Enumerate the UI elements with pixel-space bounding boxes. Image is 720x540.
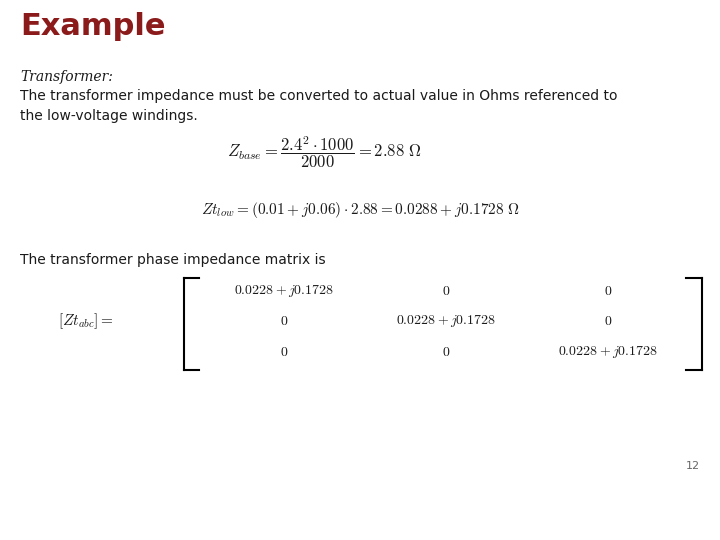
Text: the low-voltage windings.: the low-voltage windings.: [20, 109, 198, 123]
Text: $Z_{base} = \dfrac{2.4^2 \cdot 1000}{2000} = 2.88\ \Omega$: $Z_{base} = \dfrac{2.4^2 \cdot 1000}{200…: [227, 134, 421, 170]
Text: $0$: $0$: [280, 345, 289, 359]
Text: $0.0228 + j0.1728$: $0.0228 + j0.1728$: [397, 313, 496, 329]
Text: ECpE Department: ECpE Department: [548, 504, 700, 519]
Text: Transformer:: Transformer:: [20, 70, 113, 84]
Text: $0$: $0$: [604, 314, 613, 328]
Text: Example: Example: [20, 12, 166, 41]
Text: The transformer phase impedance matrix is: The transformer phase impedance matrix i…: [20, 253, 325, 267]
Text: $0.0228 + j0.1728$: $0.0228 + j0.1728$: [559, 344, 658, 360]
Text: $0$: $0$: [442, 284, 451, 298]
Text: $0$: $0$: [604, 284, 613, 298]
Text: $0$: $0$: [280, 314, 289, 328]
Text: The transformer impedance must be converted to actual value in Ohms referenced t: The transformer impedance must be conver…: [20, 90, 618, 104]
Text: $0.0228 + j0.1728$: $0.0228 + j0.1728$: [235, 283, 334, 299]
Text: 12: 12: [685, 461, 700, 471]
Text: $0$: $0$: [442, 345, 451, 359]
Text: $[Zt_{abc}] = $: $[Zt_{abc}] = $: [58, 312, 114, 331]
Text: Iowa State University: Iowa State University: [20, 503, 203, 520]
Text: $Zt_{low} = (0.01 + j0.06) \cdot 2.88 = 0.0288 + j0.1728\ \Omega$: $Zt_{low} = (0.01 + j0.06) \cdot 2.88 = …: [201, 200, 519, 220]
